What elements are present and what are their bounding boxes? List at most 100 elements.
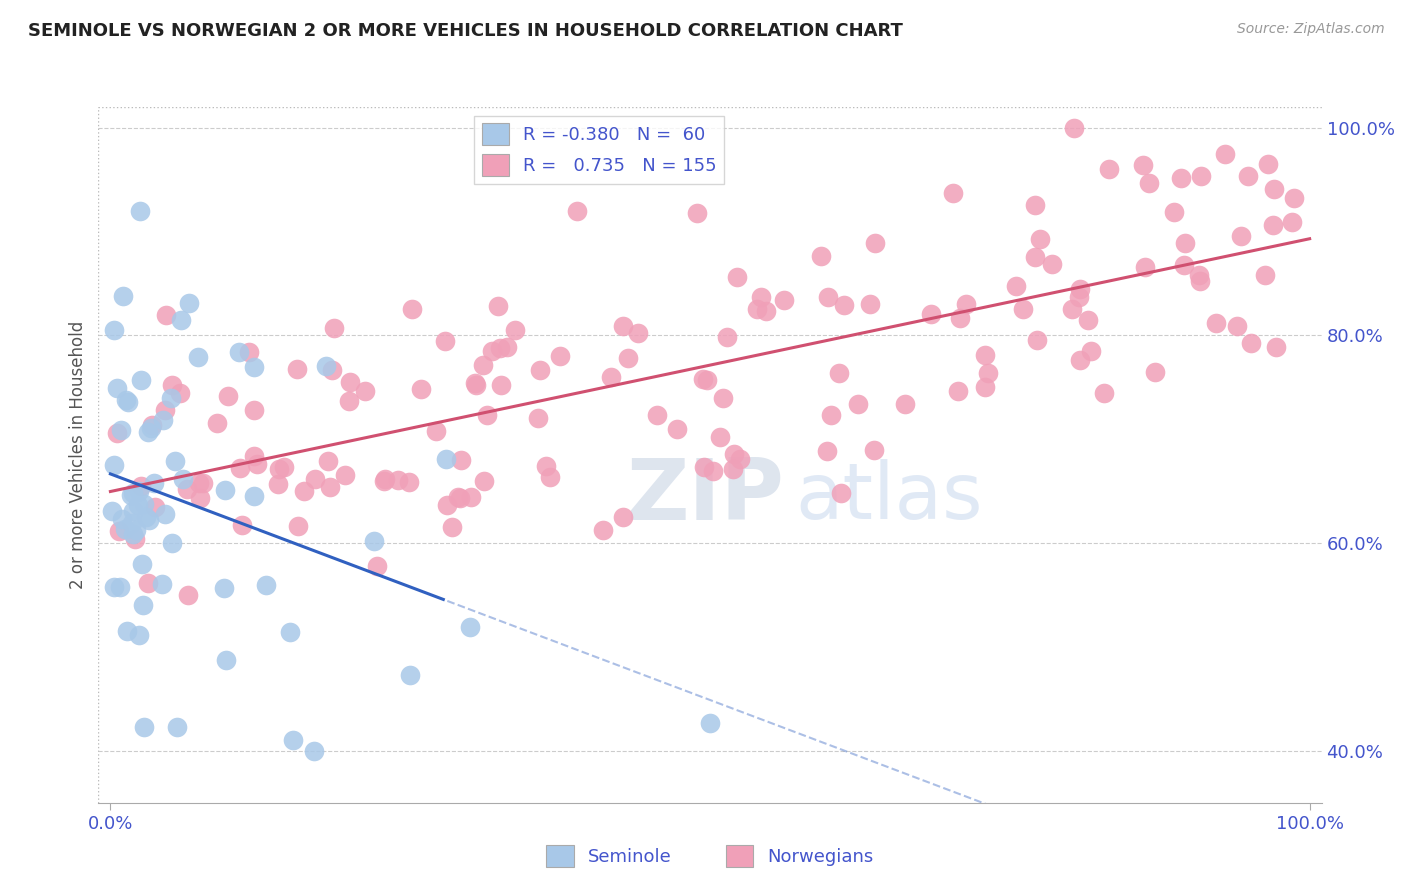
Point bbox=[143, 476, 166, 491]
Point bbox=[536, 459, 558, 474]
Point bbox=[132, 599, 155, 613]
Point bbox=[125, 524, 148, 538]
Point bbox=[363, 534, 385, 549]
Point bbox=[1011, 301, 1033, 316]
Point bbox=[214, 483, 236, 497]
Point bbox=[121, 486, 143, 500]
Point bbox=[132, 496, 155, 510]
Point bbox=[243, 402, 266, 417]
Point bbox=[105, 382, 128, 396]
Point bbox=[772, 293, 794, 307]
Point bbox=[335, 467, 357, 482]
Point bbox=[304, 472, 326, 486]
Point bbox=[863, 236, 886, 251]
Point bbox=[920, 307, 942, 321]
Point bbox=[153, 403, 176, 417]
Point bbox=[894, 397, 917, 411]
Point bbox=[243, 489, 266, 503]
Point bbox=[401, 301, 423, 316]
Point bbox=[273, 459, 295, 474]
Point bbox=[114, 522, 136, 536]
Point bbox=[711, 392, 734, 406]
Point bbox=[548, 349, 571, 363]
Point bbox=[129, 478, 152, 492]
Point bbox=[955, 297, 977, 311]
Point bbox=[150, 576, 173, 591]
Point bbox=[136, 576, 159, 591]
Point bbox=[1098, 162, 1121, 177]
Point bbox=[269, 462, 291, 476]
Point bbox=[339, 375, 361, 389]
Point bbox=[111, 511, 134, 525]
Point bbox=[217, 389, 239, 403]
Point bbox=[1253, 268, 1275, 282]
Point bbox=[172, 472, 194, 486]
Point bbox=[141, 417, 163, 432]
Point bbox=[1189, 169, 1212, 184]
Point bbox=[1063, 120, 1085, 135]
Point bbox=[1282, 191, 1305, 205]
Point bbox=[665, 422, 688, 436]
Point bbox=[977, 367, 1000, 381]
Point bbox=[212, 581, 235, 595]
Point bbox=[946, 384, 969, 398]
Point bbox=[138, 513, 160, 527]
Point bbox=[1024, 197, 1046, 211]
Point bbox=[238, 345, 260, 359]
Point bbox=[103, 458, 125, 473]
Point bbox=[409, 382, 432, 396]
Point bbox=[121, 504, 143, 518]
Point bbox=[489, 378, 512, 392]
Point bbox=[1025, 333, 1047, 347]
Point bbox=[449, 491, 471, 506]
Point bbox=[191, 476, 214, 491]
Point bbox=[447, 490, 470, 504]
Point bbox=[120, 488, 142, 502]
Point bbox=[228, 345, 250, 359]
Point bbox=[1215, 147, 1237, 161]
Point bbox=[1092, 386, 1115, 401]
Point bbox=[177, 588, 200, 602]
Point bbox=[155, 308, 177, 322]
Point bbox=[100, 504, 122, 518]
Point bbox=[243, 359, 266, 374]
Point bbox=[121, 516, 143, 531]
Point bbox=[229, 461, 252, 475]
Point bbox=[323, 321, 346, 335]
Point bbox=[129, 373, 152, 387]
Point bbox=[1174, 236, 1197, 251]
Point bbox=[1040, 257, 1063, 271]
Point bbox=[440, 520, 463, 534]
Point bbox=[132, 720, 155, 734]
Point bbox=[496, 340, 519, 354]
Point bbox=[141, 420, 163, 434]
Point bbox=[696, 373, 718, 387]
Point bbox=[319, 480, 342, 494]
Point bbox=[373, 474, 395, 488]
Point bbox=[1135, 260, 1157, 274]
Point bbox=[1257, 156, 1279, 170]
Point bbox=[600, 370, 623, 384]
Point bbox=[1062, 302, 1084, 317]
Point bbox=[942, 186, 965, 201]
Point bbox=[810, 249, 832, 263]
Point bbox=[267, 477, 290, 491]
Point bbox=[1239, 336, 1261, 351]
Point bbox=[529, 363, 551, 377]
Point bbox=[128, 484, 150, 499]
Point bbox=[215, 653, 238, 667]
Point bbox=[693, 459, 716, 474]
Point bbox=[1069, 282, 1091, 296]
Point bbox=[612, 510, 634, 524]
Point bbox=[1163, 205, 1185, 219]
Point bbox=[716, 330, 738, 344]
Text: ZIP: ZIP bbox=[626, 455, 783, 538]
Point bbox=[973, 348, 995, 362]
Point bbox=[1144, 365, 1167, 379]
Point bbox=[1205, 317, 1227, 331]
Point bbox=[160, 536, 183, 550]
Text: atlas: atlas bbox=[796, 458, 983, 534]
Point bbox=[859, 297, 882, 311]
Point bbox=[127, 499, 149, 513]
Point bbox=[692, 372, 714, 386]
